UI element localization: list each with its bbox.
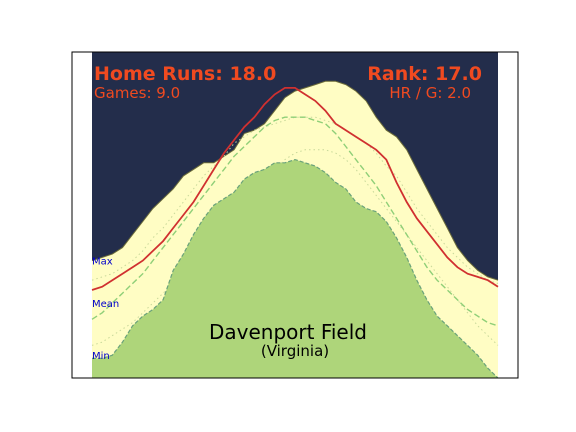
max-envelope-line: [91, 80, 499, 281]
max-label: Max: [92, 257, 113, 268]
home-runs-stat: Home Runs: 18.0: [94, 63, 276, 85]
min-label: Min: [92, 351, 110, 362]
rank-stat: Rank: 17.0: [367, 63, 482, 85]
mean-dashed-line: [91, 116, 499, 327]
season-line: [91, 87, 499, 291]
upper-dotted-line: [91, 116, 499, 284]
chart-title: Davenport Field: [209, 320, 367, 344]
plot-layers: [91, 52, 499, 379]
min-area-edge: [92, 158, 499, 379]
axes-frame: [71, 51, 519, 379]
mean-label: Mean: [92, 299, 119, 310]
games-stat: Games: 9.0: [94, 84, 180, 102]
hr-per-game-stat: HR / G: 2.0: [389, 84, 471, 102]
chart-subtitle: (Virginia): [261, 342, 329, 360]
min-area: [92, 159, 498, 378]
